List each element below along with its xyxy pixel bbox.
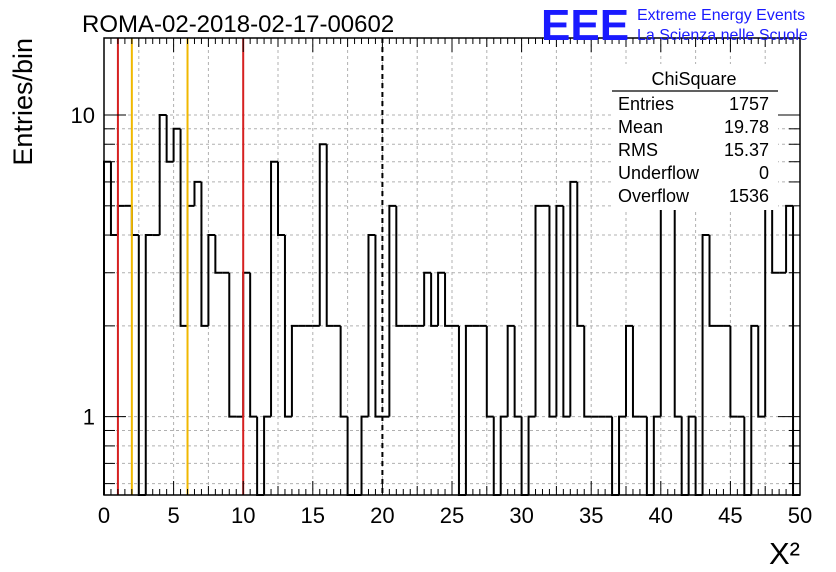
histogram-bin (277, 161, 285, 237)
histogram-bin (249, 272, 258, 418)
stats-label: Mean (618, 117, 663, 137)
histogram-bin (179, 128, 188, 327)
x-tick-label: 35 (579, 503, 603, 528)
eee-logo-letters: EEE (541, 1, 629, 50)
stats-label: RMS (618, 140, 658, 160)
histogram-bin (618, 415, 626, 495)
y-tick-label: 1 (83, 405, 95, 430)
stats-box-title: ChiSquare (651, 69, 736, 89)
histogram-bin (423, 271, 432, 326)
histogram-bin (729, 325, 738, 418)
x-axis-label: X² (769, 536, 800, 571)
histogram-bin (527, 415, 536, 495)
x-tick-label: 15 (301, 503, 325, 528)
stats-value: 1757 (729, 94, 769, 114)
eee-logo: EEE Extreme Energy Events La Scienza nel… (541, 1, 808, 50)
x-tick-label: 0 (98, 503, 110, 528)
histogram-bin (430, 272, 439, 327)
x-tick-label: 10 (231, 503, 255, 528)
histogram-bin (750, 324, 759, 495)
histogram-bin (165, 115, 174, 163)
stats-box-background (612, 64, 778, 210)
x-tick-label: 40 (649, 503, 673, 528)
histogram-bin (673, 205, 682, 418)
histogram-bin (263, 415, 272, 495)
histogram-bin (485, 325, 494, 418)
histogram-bin (506, 324, 515, 417)
histogram-bin (290, 324, 299, 417)
histogram-bin (757, 325, 766, 418)
histogram-bin (200, 181, 209, 327)
x-tick-label: 20 (370, 503, 394, 528)
histogram-bin (367, 234, 376, 417)
histogram-bin (687, 415, 696, 495)
histogram-bin (270, 160, 278, 417)
stats-value: 15.37 (724, 140, 769, 160)
histogram-bin (562, 205, 571, 418)
histogram-bin (214, 235, 223, 274)
histogram-bin (318, 143, 327, 326)
histogram-bin (583, 325, 592, 418)
histogram-bin (207, 234, 216, 326)
stats-value: 1536 (729, 186, 769, 206)
y-axis-label: Entries/bin (8, 38, 38, 166)
logo-line-1: Extreme Energy Events (637, 7, 805, 24)
x-tick-label: 30 (509, 503, 533, 528)
histogram-bin (555, 204, 564, 417)
stats-box: ChiSquare Entries 1757 Mean 19.78 RMS 15.37 Un… (612, 64, 778, 210)
x-tick-label: 45 (718, 503, 742, 528)
histogram-bin (652, 415, 661, 495)
stats-value: 0 (759, 163, 769, 183)
histogram-bin (172, 127, 181, 162)
histogram-bin (374, 235, 383, 418)
histogram-bin (388, 204, 397, 417)
histogram-bin (437, 271, 446, 326)
histogram-bin (576, 181, 585, 327)
histogram-bin (464, 324, 473, 495)
histogram-bin (283, 235, 292, 418)
chart-title: ROMA-02-2018-02-17-00602 (82, 11, 394, 38)
stats-value: 19.78 (724, 117, 769, 137)
x-tick-label: 5 (167, 503, 179, 528)
stats-label: Overflow (618, 186, 690, 206)
histogram-bin (158, 114, 167, 236)
histogram-bin (548, 205, 557, 418)
histogram-bin (569, 180, 578, 417)
histogram-bin (499, 415, 508, 495)
histogram-bin (444, 272, 452, 327)
histogram-bin (625, 324, 633, 417)
x-tick-label: 25 (440, 503, 464, 528)
histogram-bin (708, 235, 717, 327)
reference-lines (116, 38, 384, 495)
logo-line-2: La Scienza nelle Scuole (637, 27, 808, 44)
histogram-bin (395, 205, 404, 327)
histogram-bin (534, 204, 543, 417)
histogram-bin (144, 234, 153, 495)
histogram-bin (771, 205, 780, 274)
histogram-bin (360, 415, 369, 495)
histogram-bin (325, 144, 334, 327)
stats-label: Entries (618, 94, 674, 114)
x-tick-label: 50 (788, 503, 812, 528)
histogram-bin (339, 325, 348, 418)
histogram-bin (631, 325, 640, 418)
histogram-bin (193, 180, 202, 206)
histogram-bins (103, 114, 800, 496)
y-tick-label: 10 (71, 103, 95, 128)
stats-label: Underflow (618, 163, 700, 183)
histogram-bin (228, 272, 237, 418)
histogram-bin (513, 325, 522, 418)
axis-ticks: 0 5 10 15 20 25 30 35 40 45 50 1 10 (71, 38, 812, 528)
histogram-bin (701, 234, 710, 495)
